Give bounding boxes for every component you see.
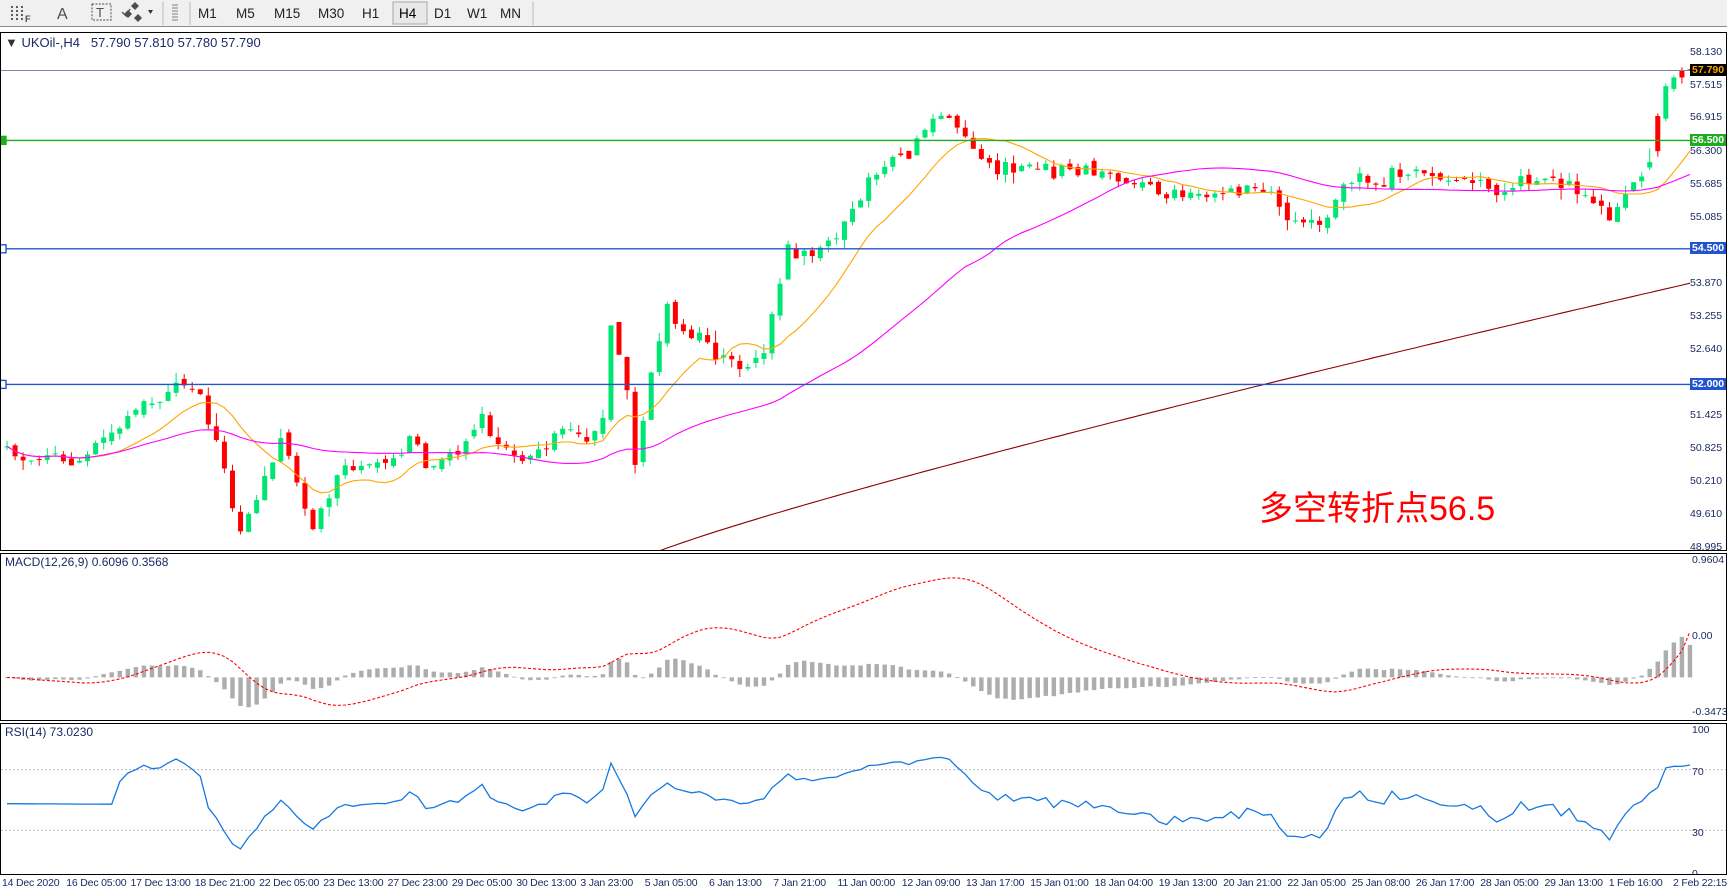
svg-text:H4: H4 (399, 6, 417, 21)
svg-text:M5: M5 (236, 6, 255, 21)
svg-text:W1: W1 (467, 6, 487, 21)
svg-text:MN: MN (500, 6, 521, 21)
svg-text:A: A (57, 6, 68, 23)
svg-text:T: T (96, 5, 104, 20)
svg-text:M1: M1 (198, 6, 217, 21)
svg-text:H1: H1 (362, 6, 379, 21)
svg-text:M15: M15 (274, 6, 300, 21)
svg-text:M30: M30 (318, 6, 344, 21)
svg-text:F: F (25, 14, 31, 24)
svg-text:D1: D1 (434, 6, 451, 21)
